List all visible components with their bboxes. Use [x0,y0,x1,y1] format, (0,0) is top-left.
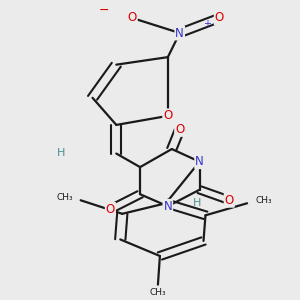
Text: O: O [175,123,184,136]
Text: H: H [194,198,202,208]
Text: CH₃: CH₃ [150,288,166,297]
Text: O: O [163,110,172,122]
Text: N: N [175,26,184,40]
Text: N: N [164,200,172,213]
Text: H: H [57,148,65,158]
Text: −: − [99,4,110,17]
Text: O: O [106,203,115,216]
Text: O: O [215,11,224,25]
Text: O: O [225,194,234,207]
Text: N: N [195,155,204,168]
Text: O: O [128,11,137,25]
Text: CH₃: CH₃ [255,196,272,205]
Text: +: + [203,19,211,29]
Text: CH₃: CH₃ [56,193,73,202]
